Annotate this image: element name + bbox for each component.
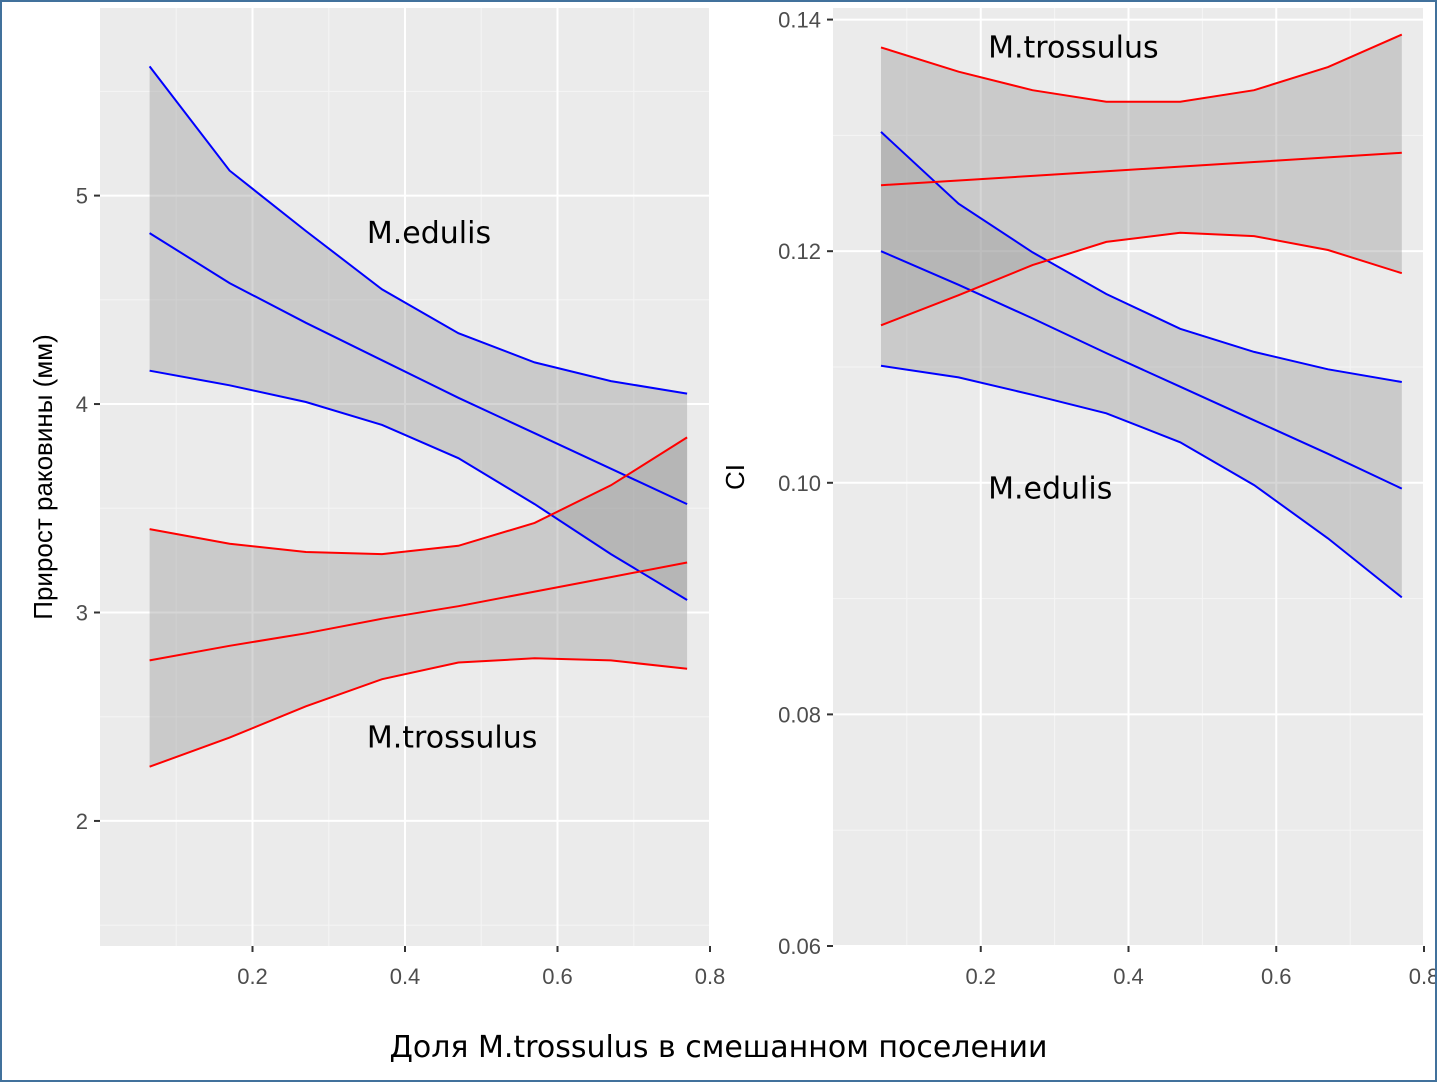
panel-right: 0.2 0.4 0.6 0.8 0.06 0.08 0.10 0.12 0.14 CI M.tros… (720, 8, 1437, 989)
x-tick-label: 0.2 (237, 964, 268, 989)
fit-line-m-trossulus (149, 561, 688, 662)
fit-line-m-trossulus (880, 151, 1402, 187)
confidence-band-m-edulis (881, 131, 1402, 598)
shared-x-axis-title: Доля M.trossulus в смешанном поселении (389, 1030, 1048, 1065)
x-tick-label: 0.6 (1261, 964, 1292, 989)
lower-bound-line-m-edulis (880, 364, 1403, 599)
x-tick-label: 0.6 (542, 964, 573, 989)
x-tick-label: 0.2 (965, 964, 996, 989)
y-tick-label: 5 (76, 184, 88, 209)
panel-left: 0.2 0.4 0.6 0.8 2 3 4 5 Прирост раковины (мм) M.e… (28, 8, 725, 989)
series-annotation: M.trossulus (988, 30, 1158, 65)
x-tick-label: 0.8 (1409, 964, 1437, 989)
x-tick-label: 0.4 (390, 964, 421, 989)
y-axis-title: Прирост раковины (мм) (28, 334, 58, 619)
series-annotation: M.edulis (367, 216, 491, 251)
y-tick-label: 0.06 (778, 934, 821, 959)
y-tick-label: 0.12 (778, 239, 821, 264)
y-tick-label: 0.14 (778, 8, 821, 33)
upper-bound-line-m-trossulus (149, 436, 688, 556)
y-axis-title: CI (720, 464, 750, 490)
y-tick-label: 2 (76, 809, 88, 834)
lower-bound-line-m-edulis (149, 369, 688, 601)
fit-line-m-edulis (149, 232, 688, 506)
confidence-band-m-trossulus (881, 34, 1402, 326)
upper-bound-line-m-edulis (148, 65, 688, 395)
confidence-band-m-edulis (149, 66, 688, 600)
upper-bound-line-m-trossulus (880, 33, 1403, 103)
series-annotation: M.trossulus (367, 721, 537, 756)
lower-bound-line-m-trossulus (149, 657, 688, 768)
confidence-band-m-trossulus (149, 437, 688, 767)
series-annotation: M.edulis (988, 472, 1112, 507)
y-tick-label: 4 (76, 392, 88, 417)
lower-bound-line-m-trossulus (880, 231, 1403, 327)
y-tick-label: 0.08 (778, 702, 821, 727)
y-tick-label: 0.10 (778, 471, 821, 496)
x-tick-label: 0.4 (1113, 964, 1144, 989)
upper-bound-line-m-edulis (880, 131, 1402, 383)
y-tick-label: 3 (76, 600, 88, 625)
x-tick-label: 0.8 (695, 964, 726, 989)
